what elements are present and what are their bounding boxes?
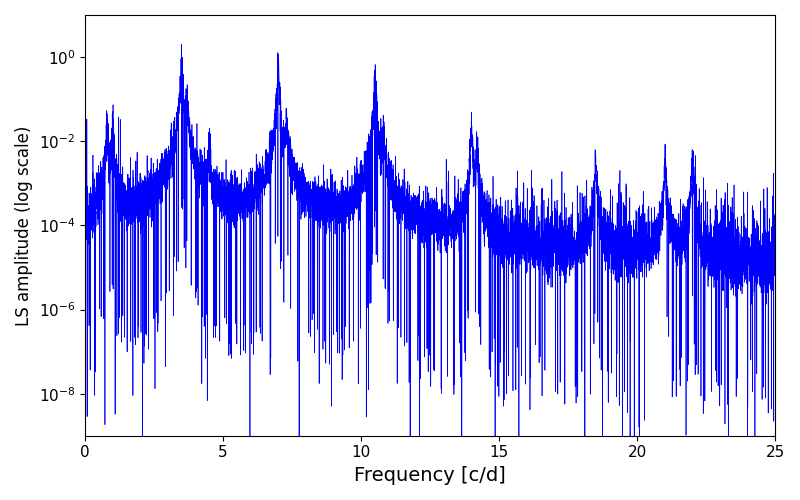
- Y-axis label: LS amplitude (log scale): LS amplitude (log scale): [15, 125, 33, 326]
- X-axis label: Frequency [c/d]: Frequency [c/d]: [354, 466, 506, 485]
